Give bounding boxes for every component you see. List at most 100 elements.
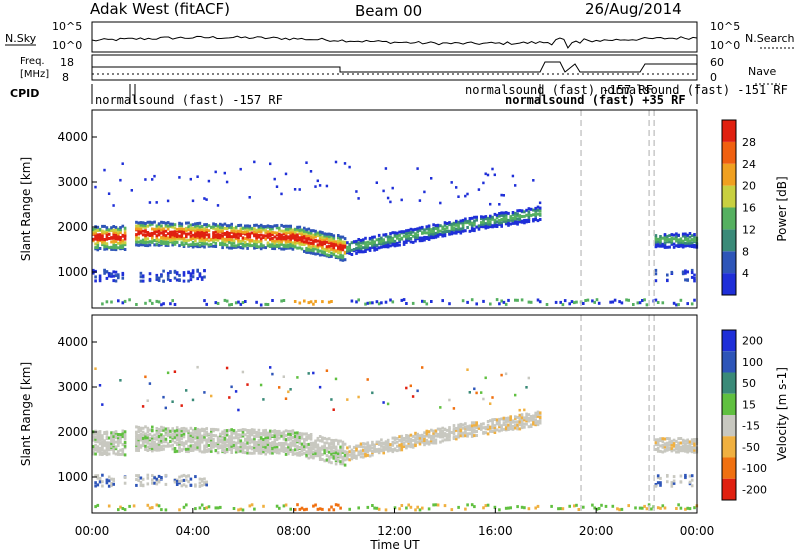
- echo-cell: [244, 242, 247, 246]
- echo-cell: [684, 475, 687, 479]
- echo-cell: [643, 298, 646, 302]
- echo-cell: [355, 456, 358, 460]
- echo-cell: [144, 440, 147, 444]
- echo-cell: [162, 447, 165, 451]
- echo-cell: [169, 429, 172, 433]
- echo-cell: [330, 449, 333, 453]
- echo-cell: [239, 302, 243, 306]
- echo-cell: [253, 232, 256, 236]
- echo-cell: [221, 234, 224, 238]
- echo-cell: [101, 448, 104, 451]
- echo-cell: [237, 245, 240, 249]
- echo-cell: [198, 233, 202, 237]
- echo-cell: [110, 433, 113, 437]
- echo-cell: [153, 243, 156, 247]
- echo-cell: [425, 432, 429, 436]
- echo-cell: [203, 428, 206, 432]
- echo-cell: [357, 241, 360, 245]
- echo-cell: [414, 227, 417, 231]
- echo-cell: [582, 505, 585, 509]
- echo-cell: [241, 226, 245, 230]
- echo-cell: [484, 504, 488, 508]
- echo-cell: [380, 245, 383, 249]
- echo-cell: [520, 413, 524, 417]
- echo-cell: [228, 238, 231, 241]
- echo-cell: [371, 446, 374, 450]
- echo-cell: [151, 429, 154, 432]
- echo-cell: [237, 232, 240, 236]
- echo-cell: [498, 417, 501, 421]
- echo-cell: [164, 429, 168, 433]
- echo-cell: [452, 221, 456, 225]
- echo-cell: [645, 303, 649, 307]
- echo-cell: [314, 445, 317, 449]
- echo-cell: [266, 241, 270, 245]
- echo-cell: [500, 223, 503, 226]
- echo-cell: [166, 427, 170, 431]
- echo-cell: [291, 452, 295, 456]
- echo-cell: [303, 448, 306, 451]
- echo-cell: [330, 442, 333, 445]
- echo-cell: [620, 507, 624, 511]
- echo-cell: [210, 243, 213, 246]
- echo-cell: [257, 245, 261, 249]
- echo-cell: [239, 433, 243, 437]
- echo-cell: [504, 211, 508, 215]
- echo-cell: [275, 231, 279, 235]
- echo-cell: [396, 231, 399, 235]
- echo-cell: [421, 433, 424, 437]
- echo-cell: [666, 441, 669, 445]
- echo-cell: [500, 424, 503, 428]
- echo-cell: [173, 480, 177, 484]
- echo-cell: [182, 505, 186, 509]
- echo-cell: [366, 240, 370, 244]
- echo-cell: [151, 221, 154, 225]
- echo-cell: [207, 235, 211, 239]
- echo-cell: [273, 448, 277, 452]
- echo-cell: [661, 440, 665, 444]
- echo-cell: [221, 430, 224, 434]
- echo-cell: [162, 221, 165, 225]
- echo-cell: [473, 434, 476, 438]
- echo-cell: [141, 433, 145, 437]
- echo-cell: [382, 401, 385, 404]
- echo-cell: [677, 243, 680, 247]
- echo-cell: [189, 431, 193, 435]
- echo-cell: [330, 505, 333, 509]
- echo-cell: [386, 440, 390, 444]
- echo-cell: [207, 432, 211, 436]
- echo-cell: [520, 298, 524, 302]
- echo-cell: [185, 232, 188, 236]
- echo-cell: [659, 506, 662, 510]
- echo-cell: [303, 432, 306, 436]
- echo-cell: [489, 225, 492, 229]
- echo-cell: [663, 506, 667, 510]
- echo-cell: [216, 302, 220, 305]
- echo-cell: [228, 448, 231, 451]
- echo-cell: [473, 227, 476, 231]
- echo-cell: [384, 508, 388, 512]
- echo-cell: [380, 441, 383, 445]
- echo-cell: [677, 446, 680, 449]
- echo-cell: [153, 433, 156, 437]
- echo-cell: [321, 453, 324, 456]
- echo-cell: [418, 434, 422, 438]
- echo-cell: [409, 237, 413, 241]
- echo-cell: [96, 237, 100, 241]
- echo-cell: [500, 221, 503, 225]
- echo-cell: [393, 447, 397, 451]
- echo-cell: [434, 224, 438, 228]
- echo-cell: [289, 434, 292, 438]
- echo-cell: [248, 242, 252, 246]
- echo-cell: [160, 508, 163, 512]
- echo-cell: [296, 452, 299, 455]
- echo-cell: [105, 226, 109, 230]
- echo-cell: [119, 240, 122, 244]
- echo-cell: [137, 428, 140, 432]
- echo-cell: [139, 434, 143, 438]
- echo-cell: [191, 269, 195, 273]
- echo-cell: [393, 506, 397, 510]
- echo-cell: [686, 450, 689, 454]
- echo-cell: [357, 450, 360, 454]
- echo-cell: [473, 223, 476, 227]
